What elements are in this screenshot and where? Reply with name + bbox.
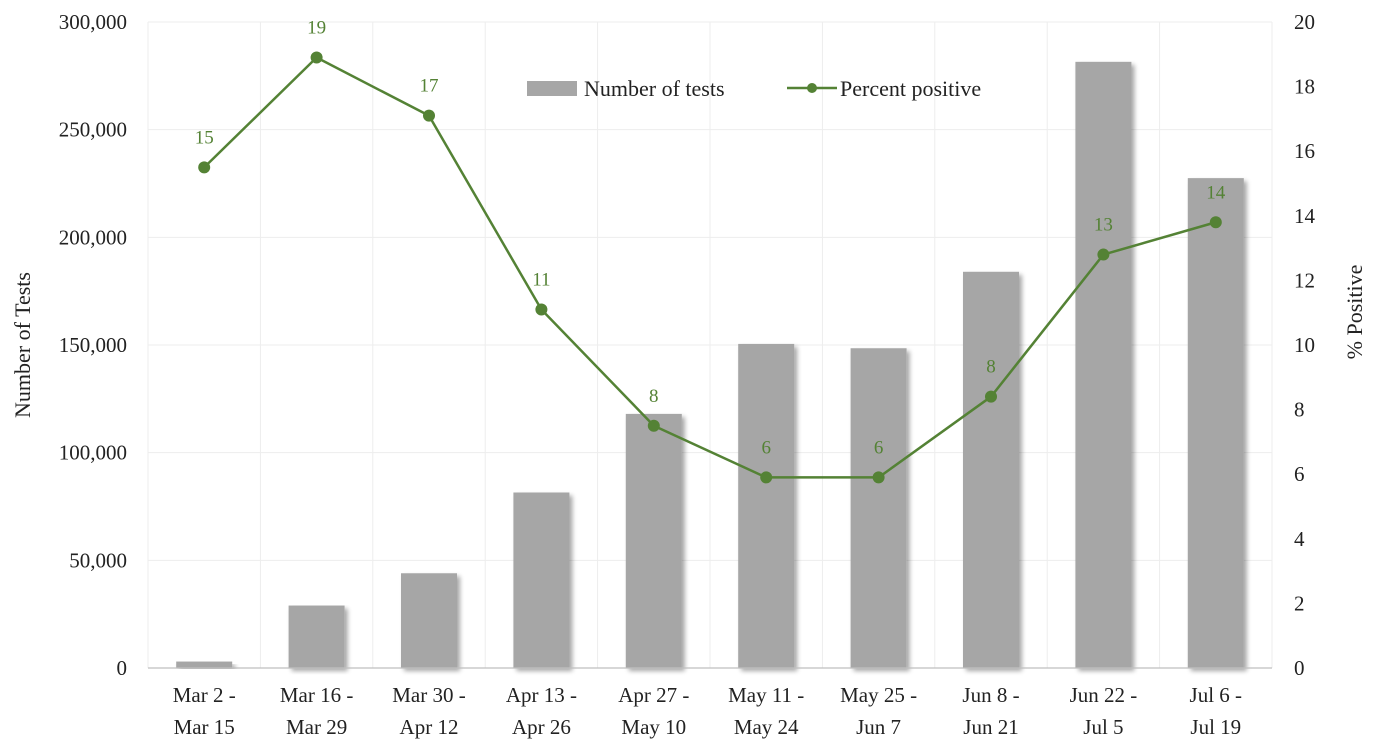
right-axis-title: % Positive [1342,265,1367,360]
point-percent-positive [1209,216,1222,229]
data-label-percent-positive: 19 [307,18,326,39]
data-label-percent-positive: 11 [532,269,550,290]
data-label-percent-positive: 15 [195,127,214,148]
point-percent-positive [310,51,323,64]
point-percent-positive [535,303,548,316]
bar-number-of-tests [738,343,795,668]
x-axis-tick-label: Mar 16 -Mar 29 [280,683,353,739]
bar-number-of-tests [288,605,345,668]
bar-series-number-of-tests [176,61,1244,668]
left-axis-tick-label: 100,000 [59,441,127,465]
legend-swatch-number-of-tests [527,81,577,96]
x-axis-tick-label: Apr 27 -May 10 [618,683,689,739]
data-label-percent-positive: 6 [761,437,771,458]
point-percent-positive [423,109,435,122]
right-axis-tick-label: 0 [1294,656,1305,680]
right-axis-tick-label: 16 [1294,139,1315,163]
left-axis-ticks: 0 50,000 100,000 150,000 200,000 250,000 300,0… [59,10,127,680]
legend-label-number-of-tests: Number of tests [584,76,725,101]
right-axis-tick-label: 4 [1294,527,1305,551]
bar-number-of-tests [513,492,570,668]
left-axis-tick-label: 50,000 [69,548,127,572]
left-axis-title: Number of Tests [10,272,35,418]
x-axis-tick-label: Jun 8 -Jun 21 [962,683,1019,739]
x-axis-tick-label: Mar 2 -Mar 15 [173,683,236,739]
data-label-percent-positive: 14 [1206,182,1226,203]
left-axis-tick-label: 200,000 [59,225,127,249]
legend: Number of tests Percent positive [527,76,981,101]
line-series-percent-positive [198,51,1222,484]
right-axis-tick-label: 10 [1294,333,1315,357]
right-axis-tick-label: 20 [1294,10,1315,34]
right-axis-tick-label: 6 [1294,462,1305,486]
right-axis-tick-label: 18 [1294,75,1315,99]
point-percent-positive [985,390,997,403]
left-axis-tick-label: 300,000 [59,10,127,34]
data-label-percent-positive: 13 [1094,215,1113,236]
right-axis-tick-label: 14 [1294,204,1316,228]
gridlines [147,21,1273,668]
right-axis-tick-label: 8 [1294,398,1305,422]
data-label-percent-positive: 17 [420,76,439,97]
right-axis-ticks: 0 2 4 6 8 10 12 14 16 18 20 [1294,10,1316,680]
left-axis-tick-label: 0 [117,656,128,680]
right-axis-tick-label: 12 [1294,268,1315,292]
bar-number-of-tests [401,573,457,668]
x-axis-tick-label: Apr 13 -Apr 26 [506,683,577,739]
data-labels: 15 19 17 11 8 6 6 8 13 14 [195,18,1226,459]
point-percent-positive [647,419,660,432]
point-percent-positive [198,161,211,174]
x-axis-tick-label: Mar 30 -Apr 12 [392,683,465,739]
x-axis-tick-label: Jul 6 -Jul 19 [1190,683,1243,739]
legend-label-percent-positive: Percent positive [840,76,981,101]
left-axis-tick-label: 250,000 [59,118,127,142]
point-percent-positive [872,471,885,484]
bar-number-of-tests [625,413,682,668]
bar-number-of-tests [1075,61,1132,668]
point-percent-positive [760,471,773,484]
data-label-percent-positive: 8 [649,386,659,407]
bar-number-of-tests [176,661,233,668]
x-axis-tick-label: May 11 -May 24 [728,683,804,739]
bar-number-of-tests [1187,178,1244,668]
bar-number-of-tests [963,271,1019,668]
x-axis-tick-label: May 25 -Jun 7 [840,683,917,739]
x-axis-tick-label: Jun 22 -Jul 5 [1070,683,1138,739]
data-label-percent-positive: 8 [986,357,996,378]
line-percent-positive [203,56,1217,479]
x-axis-ticks: Mar 2 -Mar 15 Mar 16 -Mar 29 Mar 30 -Apr 1… [173,683,1242,739]
data-label-percent-positive: 6 [874,437,884,458]
point-percent-positive [1097,248,1110,261]
legend-swatch-percent-positive-marker [807,83,817,93]
right-axis-tick-label: 2 [1294,591,1305,615]
left-axis-tick-label: 150,000 [59,333,127,357]
bar-number-of-tests [850,348,907,668]
